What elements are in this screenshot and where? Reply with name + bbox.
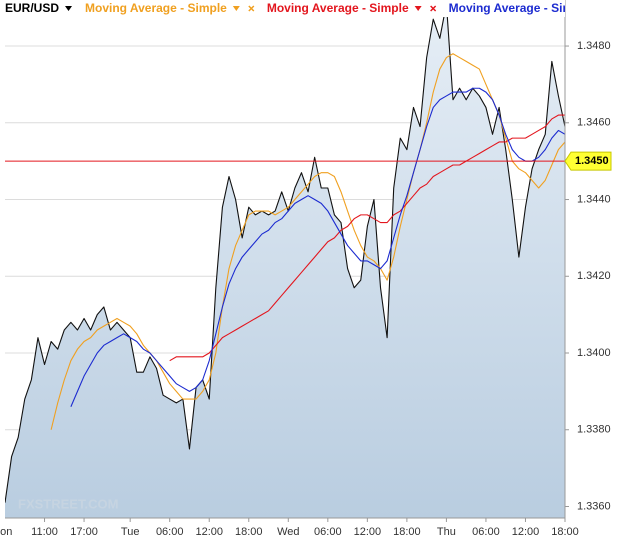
legend: EUR/USD Moving Average - Simple Moving Ave… [5,1,591,15]
legend-label[interactable]: Moving Average - Simple [85,1,227,15]
legend-remove[interactable] [430,5,437,12]
x-tick-label: Tue [121,526,140,538]
x-tick-label: 18:00 [393,526,421,538]
legend-dropdown[interactable] [65,6,73,11]
x-tick-label: 17:00 [70,526,98,538]
x-tick-label: 06:00 [314,526,342,538]
y-tick-label: 1.3400 [577,347,611,359]
watermark: FXSTREET.COM [18,496,118,511]
x-tick-label: Wed [277,526,299,538]
legend-dropdown[interactable] [414,6,422,11]
legend-background [0,0,565,17]
moving-average-line [50,53,565,430]
moving-average-line [70,87,565,407]
x-tick-label: 12:00 [354,526,382,538]
x-axis: Mon 11:00 17:00 Tue 06:00 12:00 18:00 Wed 06:00 1… [0,518,579,538]
legend-label[interactable]: Moving Average - Simple [449,1,591,15]
x-tick-label: Thu [437,526,456,538]
x-tick-label: 12:00 [195,526,223,538]
x-tick-label: 18:00 [551,526,579,538]
y-tick-label: 1.3380 [577,424,611,436]
legend-label[interactable]: EUR/USD [5,1,59,15]
current-price-marker [564,151,612,171]
axes: 1.3360 1.3380 1.3400 1.3420 1.3440 1.3460 1.34… [564,40,612,512]
x-tick-label: 06:00 [472,526,500,538]
moving-average-line [169,114,565,362]
plot-area: FXSTREET.COM [5,3,565,518]
x-tick-label: 18:00 [235,526,263,538]
legend-dropdown[interactable] [232,6,240,11]
y-tick-label: 1.3440 [577,193,611,205]
price-line [5,3,565,503]
legend-remove[interactable] [248,5,255,12]
legend-label[interactable]: Moving Average - Simple [267,1,409,15]
x-tick-label: 06:00 [156,526,184,538]
y-tick-label: 1.3420 [577,270,611,282]
x-tick-label: 12:00 [512,526,540,538]
x-tick-label: Mon [0,526,12,538]
current-price-label: 1.3450 [575,155,609,167]
y-tick-label: 1.3460 [577,117,611,129]
y-tick-label: 1.3480 [577,40,611,52]
x-tick-label: 11:00 [31,526,58,538]
y-tick-label: 1.3360 [577,500,611,512]
